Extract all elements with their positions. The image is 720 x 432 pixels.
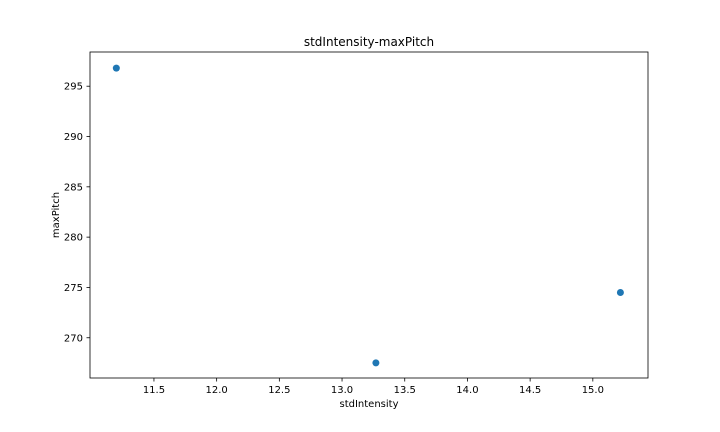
scatter-point: [112, 64, 120, 72]
x-tick-label: 14.5: [519, 385, 541, 396]
plot-frame: [89, 51, 649, 379]
x-tick-label: 13.5: [394, 385, 416, 396]
chart-title: stdIntensity-maxPitch: [304, 35, 434, 49]
y-tick-label: 270: [64, 333, 83, 344]
x-tick-label: 13.0: [331, 385, 353, 396]
y-tick-label: 290: [64, 132, 83, 143]
x-tick-label: 12.5: [268, 385, 290, 396]
x-axis-ticks: 11.5 12.0 12.5 13.0 13.5 14.0 14.5 15.0: [143, 378, 604, 396]
x-tick-label: 15.0: [582, 385, 604, 396]
y-tick-label: 275: [64, 283, 83, 294]
scatter-point: [372, 359, 380, 367]
x-tick-label: 12.0: [206, 385, 228, 396]
data-points: [112, 64, 624, 367]
scatter-point: [616, 288, 624, 296]
y-axis-label: maxPitch: [51, 192, 62, 238]
y-tick-label: 295: [64, 82, 83, 93]
x-axis-label: stdIntensity: [339, 399, 398, 410]
x-tick-label: 11.5: [143, 385, 165, 396]
x-tick-label: 14.0: [456, 385, 478, 396]
y-tick-label: 280: [64, 233, 83, 244]
y-axis-ticks: 270 275 280 285 290 295: [64, 82, 90, 344]
y-tick-label: 285: [64, 182, 83, 193]
